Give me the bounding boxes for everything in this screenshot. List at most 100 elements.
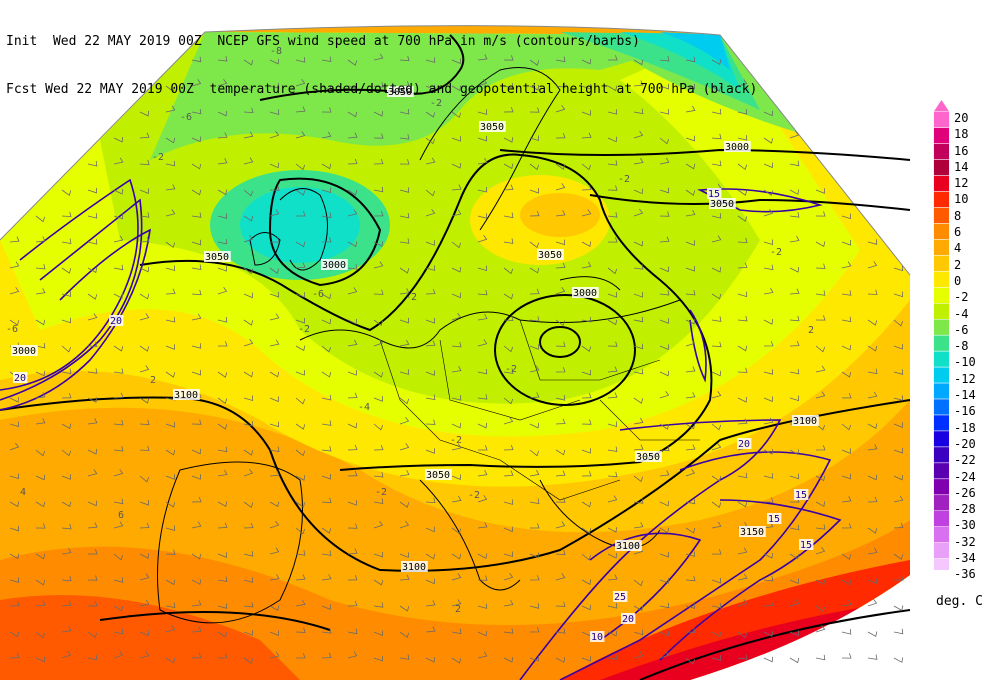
- wind-barb: [893, 344, 903, 350]
- legend-swatch: [933, 127, 950, 144]
- wind-barb: [503, 184, 514, 191]
- wind-barb: [269, 371, 280, 378]
- wind-barb: [191, 289, 202, 296]
- wind-barb: [685, 603, 696, 609]
- wind-barb: [347, 287, 358, 295]
- header-init-line: Init Wed 22 MAY 2019 00Z NCEP GFS wind s…: [6, 34, 640, 49]
- wind-barb: [373, 498, 384, 504]
- wind-barb: [217, 576, 228, 582]
- legend-swatch: [933, 366, 950, 384]
- wind-barb: [399, 574, 410, 581]
- wind-barb: [789, 578, 799, 584]
- wind-barb: [399, 339, 410, 347]
- wind-barb: [477, 495, 488, 503]
- wind-barb: [685, 135, 695, 142]
- wind-barb: [737, 189, 748, 196]
- wind-barb: [555, 395, 566, 401]
- wind-barb: [425, 288, 436, 295]
- wind-barb: [191, 264, 202, 270]
- wind-barb: [61, 211, 72, 218]
- legend-swatch: [933, 287, 950, 304]
- wind-barb: [633, 397, 644, 404]
- legend-level-label: 20: [954, 111, 969, 125]
- legend-swatch: [933, 111, 950, 128]
- wind-barb: [425, 208, 436, 217]
- wind-barb: [399, 631, 410, 639]
- wind-barb: [347, 318, 358, 325]
- wind-contour-label-bg: [767, 513, 782, 524]
- wind-barb: [763, 341, 774, 347]
- wind-barb: [425, 370, 435, 376]
- wind-barb: [269, 313, 280, 321]
- wind-barb: [685, 551, 696, 557]
- wind-barb: [503, 599, 514, 607]
- wind-barb: [503, 551, 514, 558]
- wind-barb: [61, 474, 71, 480]
- wind-barb: [789, 212, 800, 218]
- wind-barb: [659, 630, 670, 637]
- height-contour-label: 3050: [388, 87, 412, 98]
- legend-level-label: 4: [954, 241, 962, 256]
- wind-barb: [711, 501, 722, 508]
- wind-barb: [477, 135, 487, 142]
- wind-barb: [711, 213, 722, 219]
- wind-contour-label-bg: [737, 438, 752, 449]
- height-contour-label: 3000: [725, 142, 749, 153]
- wind-barb: [451, 628, 462, 635]
- wind-barb: [607, 319, 618, 326]
- wind-barb: [347, 59, 358, 66]
- height-contour-label-bg: [204, 251, 231, 262]
- wind-barb: [711, 549, 722, 555]
- wind-barb: [685, 657, 696, 665]
- wind-barb: [711, 316, 722, 322]
- wind-barb: [373, 655, 383, 662]
- wind-barb: [607, 574, 618, 581]
- wind-barb: [139, 132, 150, 139]
- wind-barb: [867, 654, 878, 660]
- temperature-label: -8: [270, 46, 282, 57]
- wind-barb: [425, 657, 436, 663]
- wind-barb: [373, 579, 384, 586]
- legend-swatch: [933, 255, 950, 272]
- wind-barb: [373, 338, 384, 347]
- height-contour-label: 3100: [402, 562, 426, 573]
- wind-barb: [139, 553, 150, 559]
- wind-barb: [477, 394, 488, 400]
- wind-barb: [425, 578, 436, 585]
- wind-barb: [555, 470, 566, 477]
- wind-barb: [789, 449, 800, 456]
- wind-barb: [399, 416, 410, 425]
- height-contour-label-bg: [11, 345, 38, 356]
- wind-barb: [217, 371, 228, 378]
- wind-barb: [399, 552, 409, 558]
- wind-barb: [685, 266, 695, 272]
- wind-barb: [607, 109, 618, 115]
- wind-barb: [451, 162, 462, 169]
- temperature-label: -2: [505, 364, 517, 375]
- wind-barb: [659, 445, 670, 452]
- wind-barb: [893, 422, 903, 428]
- height-contour-label-bg: [739, 526, 766, 537]
- wind-barb: [425, 318, 435, 324]
- wind-barb: [399, 605, 410, 612]
- wind-barb: [815, 391, 826, 399]
- wind-barb: [269, 396, 279, 403]
- wind-barb: [399, 134, 410, 140]
- wind-barb: [815, 524, 826, 530]
- wind-barb: [581, 656, 591, 662]
- wind-barb: [139, 475, 150, 483]
- legend-level-label: -18: [954, 420, 976, 435]
- wind-barb: [893, 319, 904, 327]
- wind-barb: [451, 85, 462, 92]
- wind-barb: [477, 265, 488, 272]
- wind-barb: [87, 293, 98, 300]
- wind-barb: [217, 653, 228, 659]
- wind-barb: [607, 552, 618, 559]
- wind-barb: [113, 392, 124, 399]
- wind-barb: [555, 549, 566, 556]
- wind-barb: [425, 553, 436, 560]
- wind-barb: [269, 339, 280, 347]
- wind-barb: [659, 500, 670, 507]
